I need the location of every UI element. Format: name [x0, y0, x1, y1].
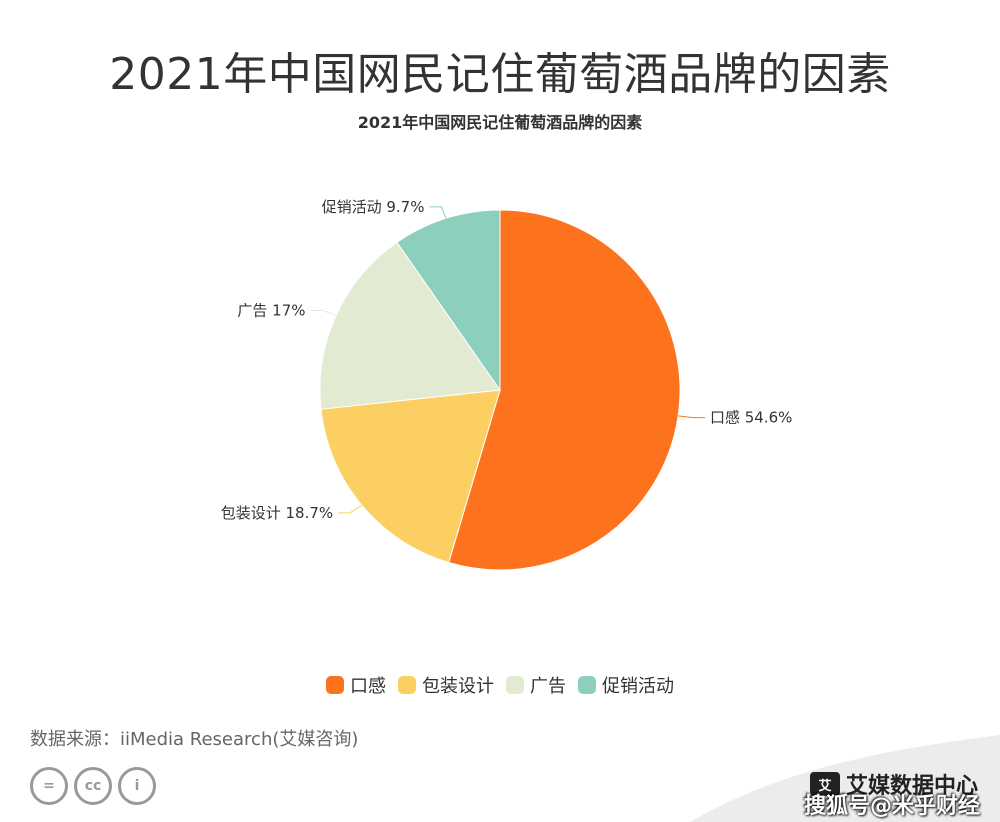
equal-icon: = — [30, 767, 68, 805]
legend-swatch-2 — [506, 676, 524, 694]
leader-line-1 — [338, 504, 362, 514]
legend-item-2: 广告 — [506, 672, 566, 698]
data-label-3: 促销活动 9.7% — [322, 198, 425, 216]
chart-title: 2021年中国网民记住葡萄酒品牌的因素 — [357, 113, 643, 132]
license-icons: = cc i — [30, 767, 156, 805]
data-label-0: 口感 54.6% — [710, 409, 792, 427]
legend-label-2: 广告 — [530, 676, 566, 697]
legend-label-0: 口感 — [350, 676, 386, 697]
legend-label-1: 包装设计 — [422, 676, 494, 697]
legend-item-3: 促销活动 — [578, 672, 674, 698]
cc-icon: cc — [74, 767, 112, 805]
data-label-1: 包装设计 18.7% — [221, 504, 333, 522]
legend-label-3: 促销活动 — [602, 676, 674, 697]
data-source: 数据来源：iiMedia Research(艾媒咨询) — [30, 729, 359, 750]
brand-logo-icon: 艾 — [809, 772, 840, 796]
legend-item-1: 包装设计 — [398, 672, 494, 698]
data-label-2: 广告 17% — [237, 301, 305, 319]
pie-slice-1 — [320, 389, 501, 564]
pie-chart: 口感 54.6% 包装设计 18.7% 广告 17% 促销活动 9.7% — [221, 198, 792, 571]
leader-line-3 — [429, 206, 447, 219]
watermark: 搜狐号@米乎财经 — [803, 794, 980, 819]
brand-mark: 艾 艾媒数据中心 — [809, 768, 978, 800]
legend-swatch-3 — [578, 676, 596, 694]
legend-swatch-0 — [326, 676, 344, 694]
legend-item-0: 口感 — [326, 672, 386, 698]
pie-slice-3 — [396, 209, 501, 392]
legend-swatch-1 — [398, 676, 416, 694]
chart-legend: 口感 包装设计 广告 促销活动 — [0, 672, 1000, 698]
leader-line-2 — [310, 309, 337, 316]
brand-name: 艾媒数据中心 — [845, 774, 978, 799]
leader-line-0 — [678, 415, 705, 419]
pie-slice-2 — [319, 241, 501, 410]
page-title: 2021年中国网民记住葡萄酒品牌的因素 — [109, 49, 891, 100]
person-icon: i — [118, 767, 156, 805]
